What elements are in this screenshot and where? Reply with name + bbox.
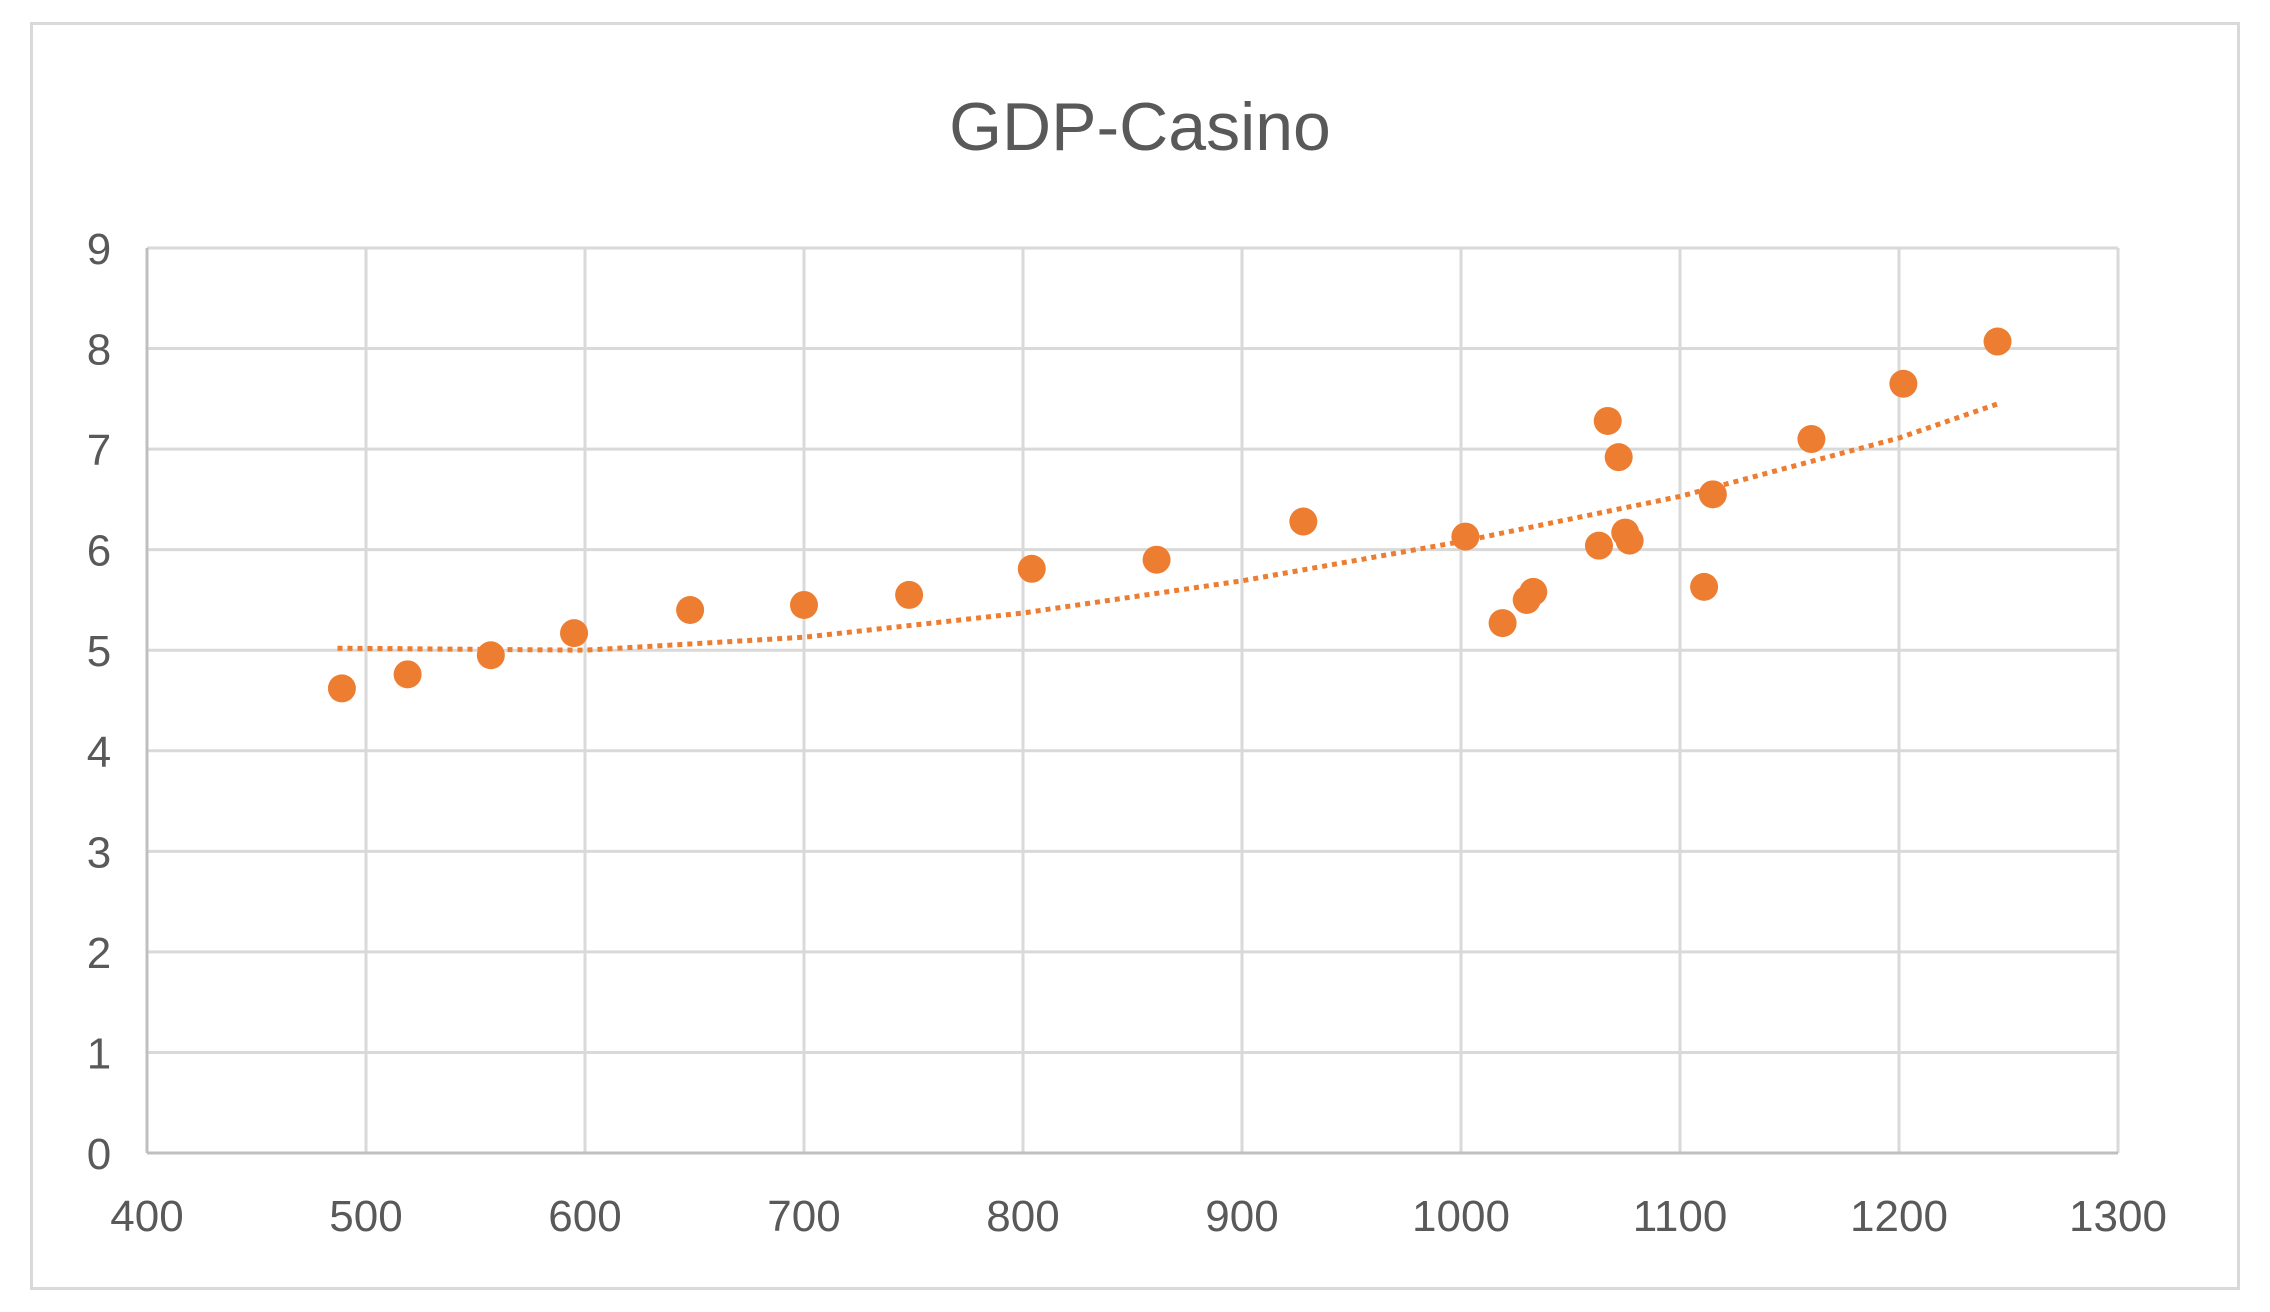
data-point [1289, 507, 1318, 536]
chart-frame [30, 22, 2240, 1290]
data-point [1142, 545, 1171, 574]
data-point [1593, 406, 1622, 435]
data-point [327, 674, 356, 703]
y-tick-label: 6 [87, 527, 111, 576]
x-tick-label: 900 [1205, 1192, 1278, 1241]
y-tick-labels: 0 1 2 3 4 5 6 7 8 9 [87, 225, 111, 1179]
x-tick-label: 600 [548, 1192, 621, 1241]
x-tick-label: 1000 [1412, 1192, 1510, 1241]
data-point [1698, 480, 1727, 509]
x-tick-label: 500 [329, 1192, 402, 1241]
trendline [337, 401, 1999, 653]
axes [145, 248, 2118, 1155]
data-point [1451, 522, 1480, 551]
trendline-group [337, 401, 1999, 653]
data-point [560, 619, 589, 648]
x-tick-label: 1200 [1850, 1192, 1948, 1241]
x-tick-label: 1100 [1633, 1192, 1728, 1241]
data-point [1604, 443, 1633, 472]
y-tick-label: 7 [87, 426, 111, 475]
data-point [1889, 369, 1918, 398]
data-point [1519, 577, 1548, 606]
y-tick-label: 4 [87, 728, 111, 777]
data-point [676, 596, 705, 624]
y-tick-label: 0 [87, 1130, 111, 1179]
data-point [1983, 327, 2012, 356]
data-point [1584, 531, 1613, 560]
data-point [1690, 572, 1719, 601]
data-point [1017, 554, 1046, 583]
y-tick-label: 2 [87, 929, 111, 978]
data-point [476, 641, 505, 670]
y-tick-label: 1 [87, 1029, 111, 1078]
x-tick-label: 700 [767, 1192, 840, 1241]
x-tick-label: 800 [986, 1192, 1059, 1241]
data-point [393, 660, 422, 689]
x-tick-labels: 400 500 600 700 800 900 1000 1100 1200 1300 [110, 1192, 2167, 1241]
data-point [790, 590, 818, 619]
data-point [895, 580, 924, 609]
data-point [1488, 609, 1517, 638]
x-tick-label: 1300 [2069, 1192, 2167, 1241]
chart-title: GDP-Casino [949, 89, 1331, 165]
data-point [1615, 526, 1644, 555]
x-tick-label: 400 [110, 1192, 183, 1241]
y-tick-label: 9 [87, 225, 111, 274]
data-point [1797, 425, 1826, 454]
y-tick-label: 3 [87, 828, 111, 877]
y-tick-label: 5 [87, 627, 111, 676]
data-points [327, 327, 2012, 703]
y-tick-label: 8 [87, 326, 111, 375]
grid-lines [147, 246, 2120, 1153]
